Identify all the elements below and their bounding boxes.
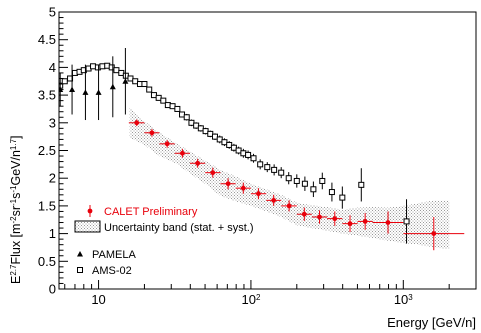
calet-point xyxy=(317,214,322,220)
ams02-point xyxy=(235,147,242,154)
calet-point xyxy=(179,150,185,156)
calet-point xyxy=(347,221,353,227)
pamela-series xyxy=(59,48,129,121)
ams02-point xyxy=(278,169,285,176)
calet-series xyxy=(128,119,465,251)
y-tick-label: 2 xyxy=(49,171,56,186)
ams02-point xyxy=(197,125,204,132)
calet-point xyxy=(431,231,437,237)
legend-band-label: Uncertainty band (stat. + syst.) xyxy=(104,222,253,234)
calet-point xyxy=(385,220,391,225)
x-tick-label: 103 xyxy=(394,292,413,307)
pamela-point xyxy=(69,86,76,93)
y-tick-label: 5 xyxy=(49,5,56,20)
ams02-point xyxy=(358,181,365,188)
calet-point xyxy=(240,185,246,191)
pamela-point xyxy=(82,89,89,95)
x-axis: 10 102 103 xyxy=(64,280,477,307)
legend: CALET Preliminary Uncertainty band (stat.… xyxy=(74,205,253,277)
calet-point xyxy=(225,181,231,187)
calet-point xyxy=(362,219,368,224)
legend-ams02-marker xyxy=(77,267,83,273)
ams02-point xyxy=(328,189,335,196)
plot-frame xyxy=(58,11,477,290)
y-tick-label: 0.5 xyxy=(38,254,56,269)
legend-ams02-label: AMS-02 xyxy=(92,265,132,277)
x-axis-label: Energy [GeV/n] xyxy=(387,315,476,330)
ams02-point xyxy=(183,114,190,121)
calet-point xyxy=(256,191,261,197)
ams02-point xyxy=(264,164,271,171)
calet-point xyxy=(286,203,292,209)
y-axis: 0 0.5 1 1.5 2 2.5 3 3.5 4 4.5 5 xyxy=(38,5,68,297)
ams02-point xyxy=(174,105,181,112)
ams02-point xyxy=(160,97,167,104)
x-tick-label: 102 xyxy=(241,292,260,307)
calet-point xyxy=(301,211,307,217)
ams02-point xyxy=(271,166,278,173)
ams02-point xyxy=(132,78,139,85)
y-tick-label: 4 xyxy=(49,60,56,75)
y-tick-label: 0 xyxy=(49,282,56,297)
calet-point xyxy=(164,141,170,147)
ams02-point xyxy=(146,86,153,93)
y-tick-label: 1 xyxy=(49,226,56,241)
ams02-point xyxy=(169,103,176,110)
calet-point xyxy=(134,120,140,126)
calet-point xyxy=(149,130,155,136)
ams02-point xyxy=(285,175,292,182)
y-axis-label: E2.7Flux [m-2sr-1s-1GeV/n1.7] xyxy=(9,135,24,284)
calet-point xyxy=(271,197,277,203)
legend-pamela-label: PAMELA xyxy=(92,249,136,261)
legend-band-marker xyxy=(74,220,101,233)
ams02-point xyxy=(310,186,317,193)
y-tick-label: 3 xyxy=(49,115,56,130)
ams02-series xyxy=(59,62,410,244)
ams02-point xyxy=(339,194,346,201)
calet-point xyxy=(210,170,216,176)
ams02-point xyxy=(245,151,252,158)
ams02-point xyxy=(90,63,97,70)
calet-point xyxy=(195,160,201,166)
y-tick-label: 2.5 xyxy=(38,143,56,158)
ams02-point xyxy=(113,67,120,74)
pamela-point xyxy=(109,83,116,90)
y-tick-label: 3.5 xyxy=(38,88,56,103)
ams02-point xyxy=(403,218,410,225)
pamela-point xyxy=(95,89,102,95)
calet-point xyxy=(332,216,338,222)
ams02-point xyxy=(141,81,148,88)
y-tick-label: 4.5 xyxy=(38,32,56,47)
ams02-point xyxy=(99,63,106,70)
ams02-point xyxy=(257,161,264,168)
x-tick-label: 10 xyxy=(91,292,105,307)
ams02-point xyxy=(250,155,257,162)
ams02-point xyxy=(319,177,326,184)
ams02-point xyxy=(293,177,300,184)
ams02-point xyxy=(61,78,68,85)
y-tick-label: 1.5 xyxy=(38,198,56,213)
legend-calet-marker xyxy=(87,208,93,214)
ams02-point xyxy=(301,180,308,187)
legend-calet-label: CALET Preliminary xyxy=(104,206,198,218)
pamela-point xyxy=(122,78,129,84)
ams02-point xyxy=(221,139,228,146)
uncertainty-band-layer xyxy=(129,107,450,250)
uncertainty-band xyxy=(129,107,450,250)
legend-pamela-marker xyxy=(77,251,83,257)
